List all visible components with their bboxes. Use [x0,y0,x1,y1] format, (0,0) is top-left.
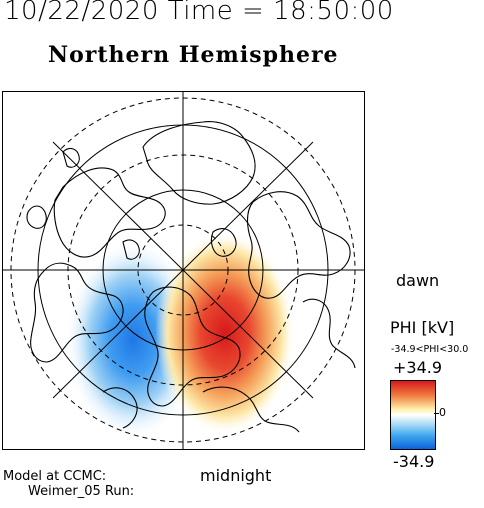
polar-map-plot [3,92,364,449]
potential-contours [65,231,295,440]
midnight-label: midnight [200,466,272,485]
positive-potential-cell [155,231,295,435]
model-credit: Model at CCMC: [3,469,107,484]
dawn-label: dawn [396,271,440,290]
colorbar-title: PHI [kV] [390,318,455,337]
colorbar-range: -34.9<PHI<30.0 [391,344,469,355]
grid-lines [3,92,364,449]
coastlines [26,121,356,433]
colorbar [390,380,436,450]
run-credit: Weimer_05 Run: [28,484,135,499]
meridian-diagonal-b [52,141,314,399]
hemisphere-title: Northern Hemisphere [48,42,339,68]
colorbar-max-label: +34.9 [393,358,443,377]
colorbar-min-label: -34.9 [393,452,435,471]
colorbar-zero-label: 0 [439,406,446,419]
colorbar-zero-tick [434,413,439,414]
polar-map [2,91,365,450]
date-time-title: 10/22/2020 Time = 18:50:00 [4,0,394,26]
